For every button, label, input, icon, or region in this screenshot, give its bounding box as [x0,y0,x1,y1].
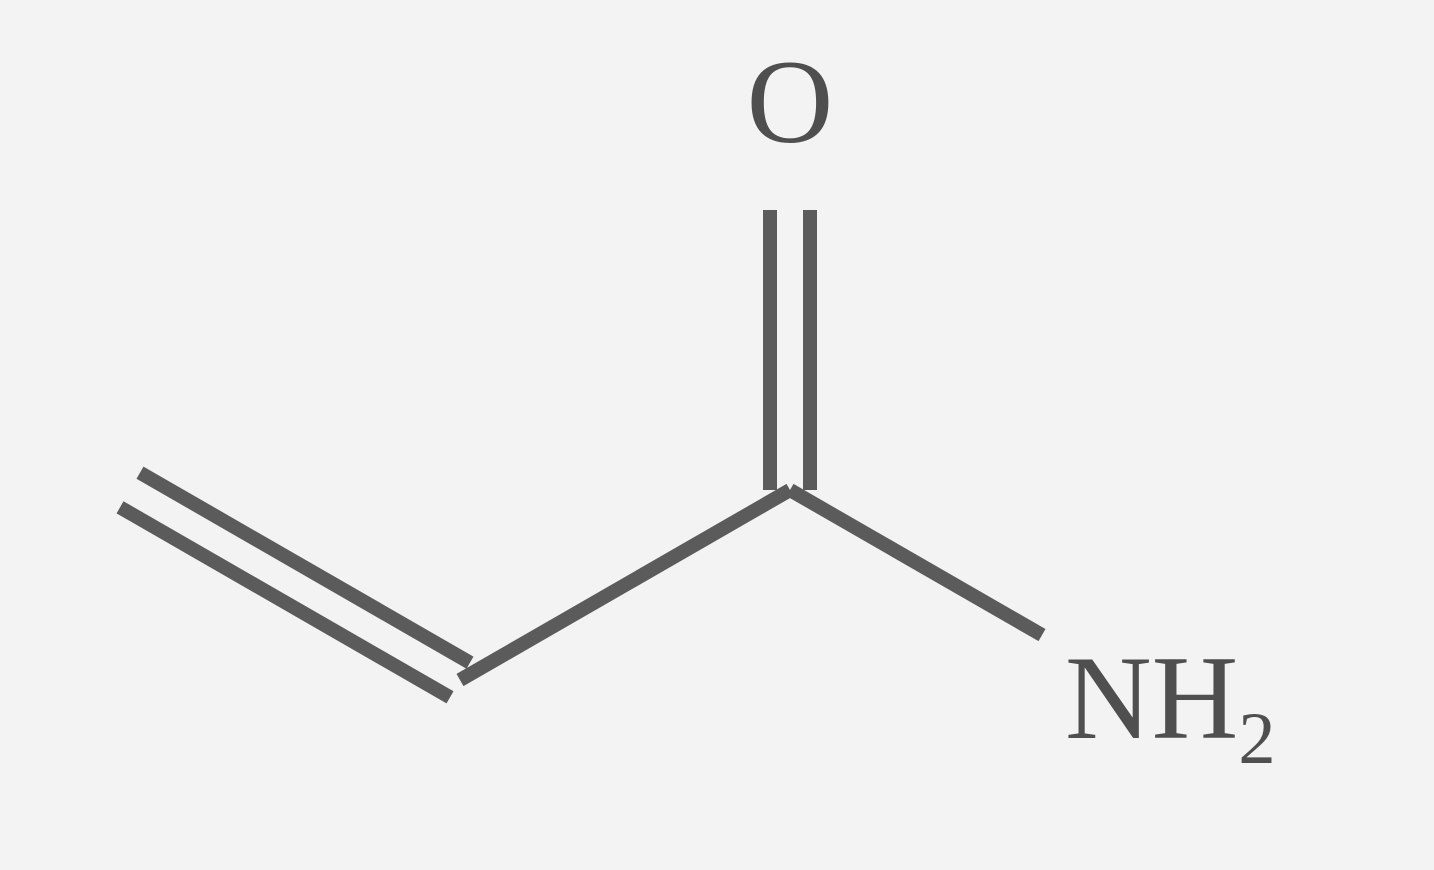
atom-label-o: O [747,42,834,162]
molecule-canvas: O NH2 [0,0,1434,870]
atom-label-nh2: NH2 [1065,638,1276,758]
